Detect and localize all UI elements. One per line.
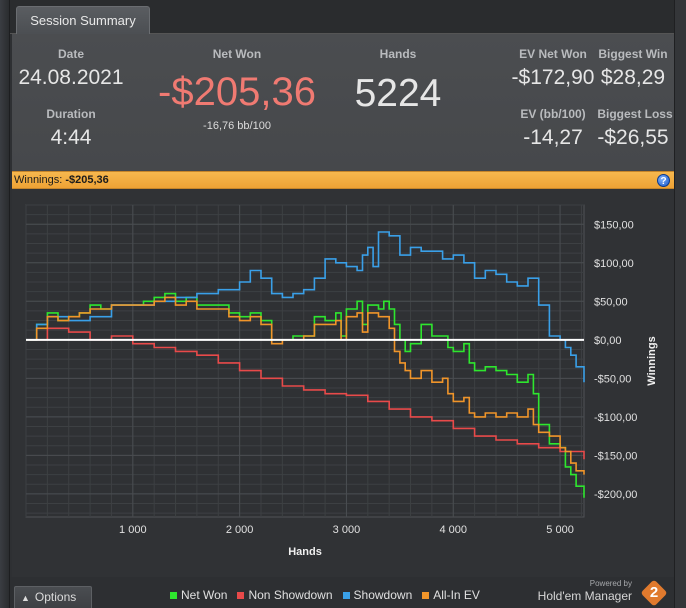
y-tick-label: $0,00 xyxy=(594,335,622,347)
y-tick-label: $150,00 xyxy=(594,219,634,231)
powered-by-text: Powered by xyxy=(589,579,632,588)
ev-bb100-value: -14,27 xyxy=(523,126,583,149)
y-tick-label: $100,00 xyxy=(594,258,634,270)
legend-item: Non Showdown xyxy=(237,588,333,602)
ev-net-won-value: -$172,90 xyxy=(511,66,595,89)
winnings-value: -$205,36 xyxy=(65,174,109,186)
winnings-banner: Winnings: -$205,36 ? xyxy=(12,171,674,189)
winnings-chart: $150,00 $100,00 $50,00 $0,00 -$50,00 -$100,00… xyxy=(12,189,674,577)
legend-label: Showdown xyxy=(353,588,413,602)
bb100-value: -16,76 bb/100 xyxy=(203,120,271,132)
x-tick-label: 3 000 xyxy=(333,524,361,536)
y-tick-label: -$200,00 xyxy=(594,489,637,501)
x-tick-label: 2 000 xyxy=(226,524,254,536)
x-tick-label: 4 000 xyxy=(439,524,467,536)
y-tick-label: -$50,00 xyxy=(594,373,631,385)
brand-logo: Powered by Hold'em Manager 2 xyxy=(526,579,668,607)
summary-panel: Date 24.08.2021 Duration 4:44 Net Won -$… xyxy=(12,34,674,171)
date-value: 24.08.2021 xyxy=(18,66,124,89)
winnings-label: Winnings: xyxy=(14,174,63,186)
options-button[interactable]: ▲ Options xyxy=(14,586,92,608)
brand-name: Hold'em Manager xyxy=(537,589,632,603)
legend-label: All-In EV xyxy=(433,588,480,602)
ev-bb100-label: EV (bb/100) xyxy=(520,107,586,121)
tab-bar: Session Summary xyxy=(10,0,674,35)
biggest-loss-value: -$26,55 xyxy=(597,126,669,149)
series-line-showdown xyxy=(26,231,585,383)
ev-net-won-label: EV Net Won xyxy=(519,47,587,61)
date-label: Date xyxy=(57,47,84,61)
y-axis-label: Winnings xyxy=(646,336,658,385)
caret-up-icon: ▲ xyxy=(21,593,30,603)
y-tick-label: $50,00 xyxy=(594,296,628,308)
net-won-label: Net Won xyxy=(212,47,262,61)
options-label: Options xyxy=(34,590,77,604)
bottom-bar: ▲ Options Net Won Non Showdown Showdown All-… xyxy=(10,577,674,608)
winnings-chart-svg: $150,00 $100,00 $50,00 $0,00 -$50,00 -$100,00… xyxy=(25,204,658,558)
chart-legend: Net Won Non Showdown Showdown All-In EV xyxy=(170,588,480,602)
duration-value: 4:44 xyxy=(50,126,92,149)
hands-value: 5224 xyxy=(354,72,442,115)
legend-swatch xyxy=(170,591,177,599)
legend-label: Non Showdown xyxy=(248,588,333,602)
left-window-edge xyxy=(0,0,10,608)
question-icon[interactable]: ? xyxy=(657,174,670,187)
legend-swatch xyxy=(237,591,245,599)
plot-area xyxy=(25,204,585,518)
biggest-win-value: $28,29 xyxy=(600,66,666,89)
x-tick-label: 5 000 xyxy=(546,524,574,536)
legend-label: Net Won xyxy=(181,588,228,602)
y-tick-label: -$100,00 xyxy=(594,412,637,424)
x-tick-label: 1 000 xyxy=(119,524,147,536)
tab-session-summary[interactable]: Session Summary xyxy=(16,6,150,35)
right-scroll-edge xyxy=(674,0,686,608)
legend-swatch xyxy=(342,591,350,599)
net-won-value: -$205,36 xyxy=(158,70,316,114)
duration-label: Duration xyxy=(46,107,96,121)
legend-swatch xyxy=(422,591,430,599)
series-line-non-showdown xyxy=(26,327,585,460)
legend-item: All-In EV xyxy=(422,588,480,602)
biggest-win-label: Biggest Win xyxy=(598,47,668,61)
x-axis-label: Hands xyxy=(288,546,322,558)
brand-number: 2 xyxy=(649,584,659,601)
legend-item: Net Won xyxy=(170,588,227,602)
series-line-all-in-ev xyxy=(26,296,585,475)
legend-item: Showdown xyxy=(342,588,413,602)
y-tick-label: -$150,00 xyxy=(594,450,637,462)
series-line-net-won xyxy=(26,292,585,498)
hands-label: Hands xyxy=(379,47,417,61)
biggest-loss-label: Biggest Loss xyxy=(597,107,673,121)
